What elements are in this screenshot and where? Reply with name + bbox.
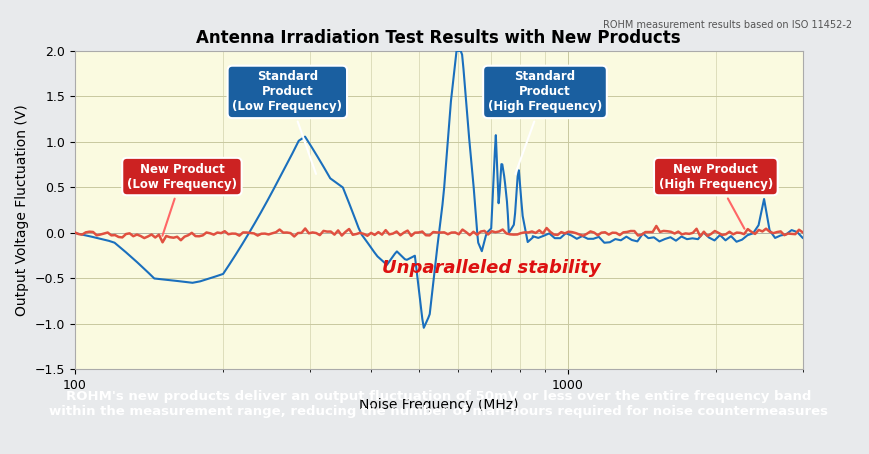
Text: ROHM measurement results based on ISO 11452-2: ROHM measurement results based on ISO 11… bbox=[603, 20, 852, 30]
Text: New Product
(High Frequency): New Product (High Frequency) bbox=[658, 163, 772, 229]
Y-axis label: Output Voltage Fluctuation (V): Output Voltage Fluctuation (V) bbox=[15, 104, 29, 316]
Text: Standard
Product
(High Frequency): Standard Product (High Frequency) bbox=[488, 70, 601, 174]
Text: Unparalleled stability: Unparalleled stability bbox=[381, 259, 600, 276]
Title: Antenna Irradiation Test Results with New Products: Antenna Irradiation Test Results with Ne… bbox=[196, 29, 680, 47]
Text: ROHM's new products deliver an output fluctuation of 50mV or less over the entir: ROHM's new products deliver an output fl… bbox=[50, 390, 827, 418]
Text: Standard
Product
(Low Frequency): Standard Product (Low Frequency) bbox=[232, 70, 342, 174]
Text: New Product
(Low Frequency): New Product (Low Frequency) bbox=[127, 163, 236, 236]
X-axis label: Noise Frequency (MHz): Noise Frequency (MHz) bbox=[359, 398, 518, 412]
